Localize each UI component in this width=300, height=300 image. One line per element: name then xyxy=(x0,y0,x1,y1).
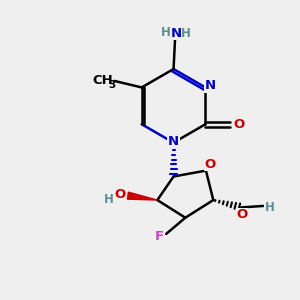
Text: N: N xyxy=(204,80,215,92)
Text: H: H xyxy=(104,193,114,206)
Text: O: O xyxy=(205,158,216,171)
Text: 3: 3 xyxy=(109,80,116,90)
Text: O: O xyxy=(236,208,248,221)
Text: H: H xyxy=(161,26,171,39)
Text: H: H xyxy=(265,201,275,214)
Text: N: N xyxy=(168,135,179,148)
Text: H: H xyxy=(181,27,191,40)
Text: O: O xyxy=(233,118,244,131)
Text: N: N xyxy=(171,27,182,40)
Text: O: O xyxy=(114,188,125,201)
Text: CH: CH xyxy=(92,74,113,87)
Text: F: F xyxy=(155,230,164,243)
Polygon shape xyxy=(128,192,158,200)
